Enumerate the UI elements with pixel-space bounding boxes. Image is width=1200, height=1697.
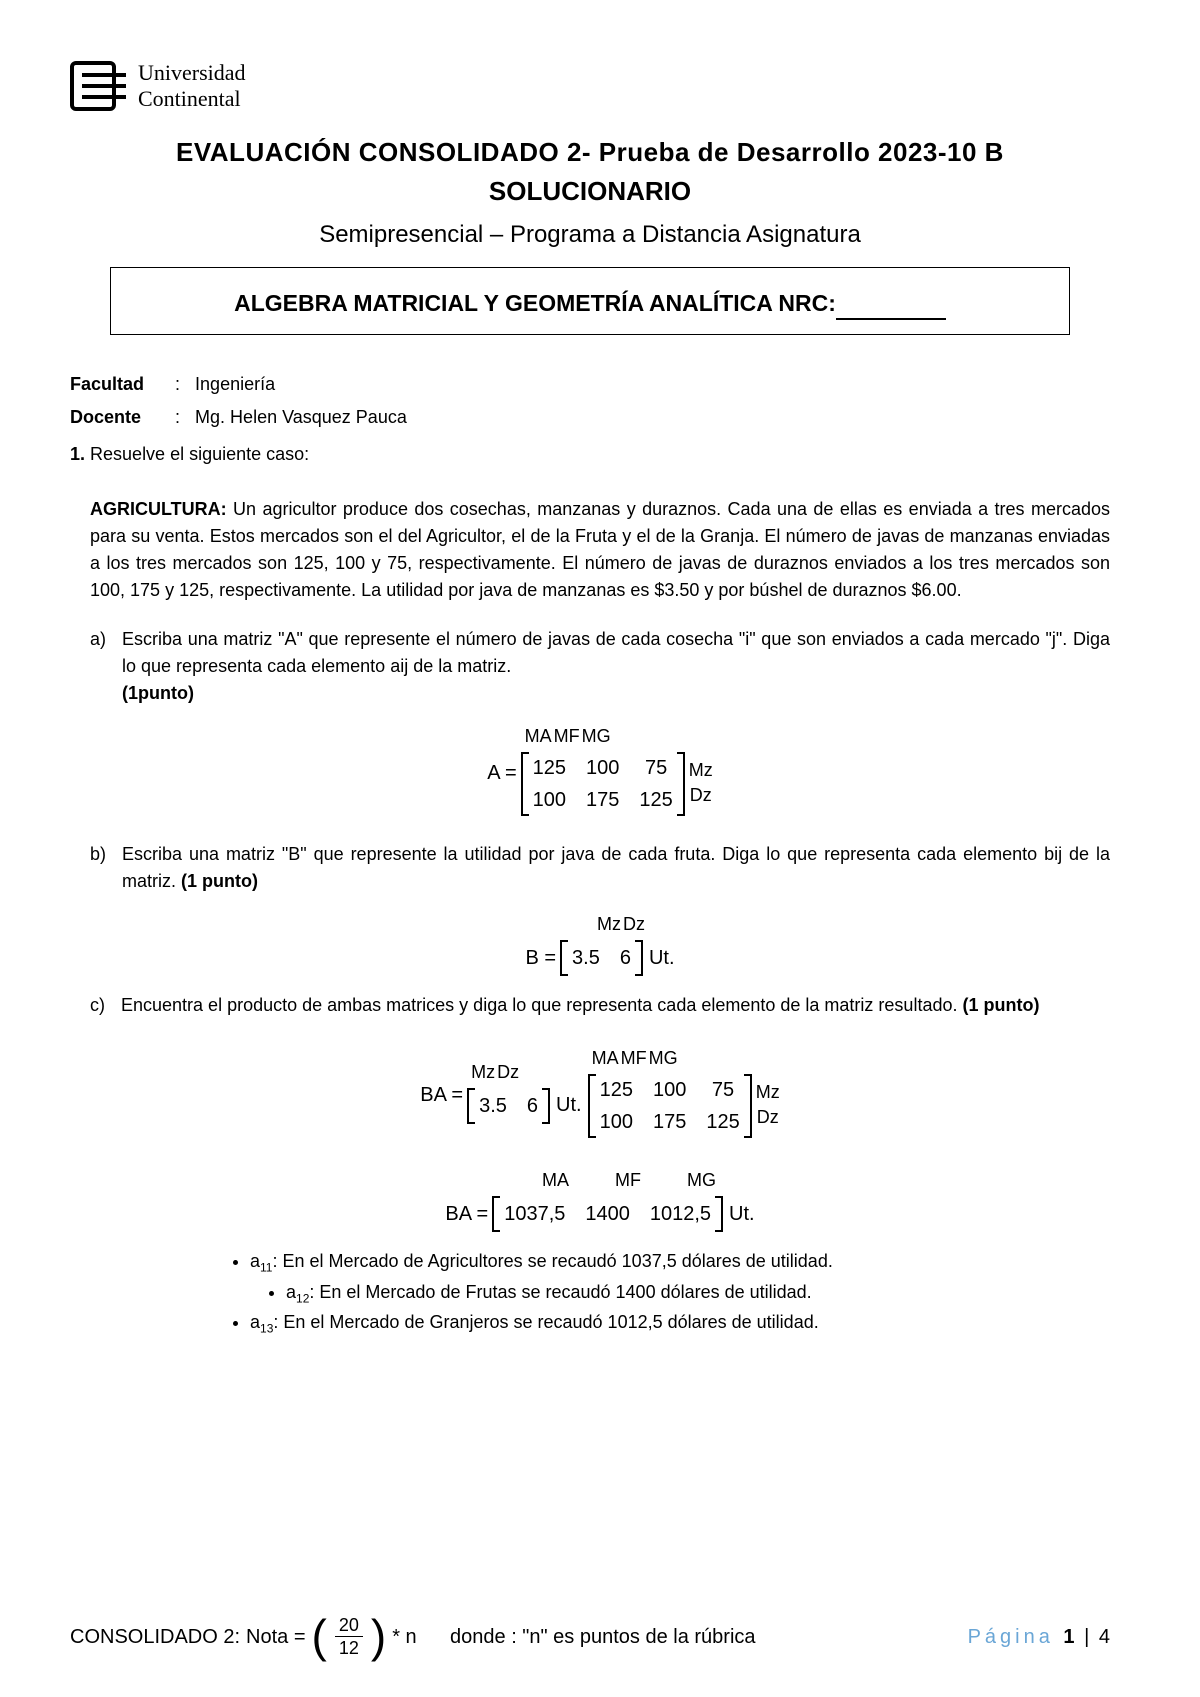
footer-formula: CONSOLIDADO 2: Nota = ( 20 12 ) * n dond…	[70, 1616, 756, 1657]
course-name: ALGEBRA MATRICIAL Y GEOMETRÍA ANALÍTICA …	[234, 290, 836, 316]
q1-number: 1.	[70, 444, 85, 464]
matrix-ba-product: BA = Mz Dz 3.5 6 Ut. MA MF	[90, 1043, 1110, 1147]
page-footer: CONSOLIDADO 2: Nota = ( 20 12 ) * n dond…	[70, 1616, 1110, 1657]
interp-a12: a12: En el Mercado de Frutas se recaudó …	[286, 1279, 1110, 1308]
item-c-text: Encuentra el producto de ambas matrices …	[121, 995, 962, 1015]
interp-a11: a11: En el Mercado de Agricultores se re…	[250, 1248, 1110, 1277]
doc-title-sub: SOLUCIONARIO	[70, 172, 1110, 211]
agriculture-text: Un agricultor produce dos cosechas, manz…	[90, 499, 1110, 600]
facultad-value: Ingeniería	[195, 374, 275, 394]
course-box: ALGEBRA MATRICIAL Y GEOMETRÍA ANALÍTICA …	[110, 267, 1070, 336]
matrix-a: A = MA MF MG 125 100 75	[90, 721, 1110, 825]
facultad-label: Facultad	[70, 371, 170, 398]
item-c: c) Encuentra el producto de ambas matric…	[90, 992, 1110, 1019]
logo-text-2: Continental	[138, 86, 246, 112]
item-a-marker: a)	[90, 626, 106, 707]
ma-hdr: MA	[525, 723, 552, 750]
university-logo: Universidad Continental	[70, 60, 1110, 113]
logo-text-1: Universidad	[138, 60, 246, 86]
docente-label: Docente	[70, 404, 170, 431]
item-b-points: (1 punto)	[181, 871, 258, 891]
matrix-b: Mz Dz B = 3.5 6 Ut.	[90, 909, 1110, 976]
item-b-text: Escriba una matriz "B" que represente la…	[122, 844, 1110, 891]
doc-title: EVALUACIÓN CONSOLIDADO 2- Prueba de Desa…	[110, 133, 1070, 172]
item-a-points: (1punto)	[122, 683, 194, 703]
item-a-text: Escriba una matriz "A" que represente el…	[122, 629, 1110, 676]
agriculture-paragraph: AGRICULTURA: Un agricultor produce dos c…	[90, 496, 1110, 604]
mf-hdr: MF	[554, 723, 580, 750]
item-c-marker: c)	[90, 992, 105, 1019]
item-a: a) Escriba una matriz "A" que represente…	[90, 626, 1110, 707]
item-c-points: (1 punto)	[962, 995, 1039, 1015]
matrix-a-eq: A =	[487, 758, 516, 788]
matrix-ba-result: MA MF MG BA = 1037,5 1400 1012,5 Ut.	[90, 1165, 1110, 1232]
interpretation-list: a11: En el Mercado de Agricultores se re…	[90, 1248, 1110, 1338]
mg-hdr: MG	[582, 723, 611, 750]
docente-value: Mg. Helen Vasquez Pauca	[195, 407, 407, 427]
agriculture-label: AGRICULTURA:	[90, 499, 227, 519]
logo-icon	[70, 61, 126, 111]
item-b: b) Escriba una matriz "B" que represente…	[90, 841, 1110, 895]
doc-subtitle: Semipresencial – Programa a Distancia As…	[70, 217, 1110, 253]
q1-prompt: Resuelve el siguiente caso:	[90, 444, 309, 464]
page-number: Página 1 | 4	[968, 1622, 1110, 1652]
item-b-marker: b)	[90, 841, 106, 895]
interp-a13: a13: En el Mercado de Granjeros se recau…	[250, 1309, 1110, 1338]
meta-block: Facultad : Ingeniería Docente : Mg. Hele…	[70, 371, 1110, 431]
